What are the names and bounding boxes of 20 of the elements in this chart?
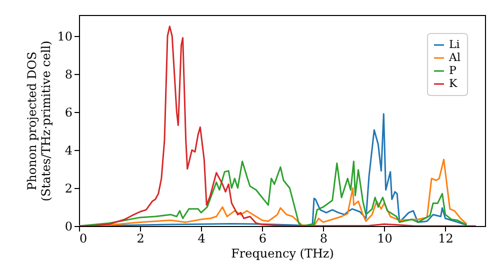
x-tick-label: 6 xyxy=(258,232,266,246)
x-tick-label: 4 xyxy=(198,232,206,246)
legend-label: Al xyxy=(448,51,461,64)
y-tick-label: 8 xyxy=(64,67,72,82)
x-tick-label: 12 xyxy=(438,232,454,246)
line-series xyxy=(79,26,477,226)
x-tick-label: 0 xyxy=(80,232,88,246)
legend-label: P xyxy=(449,64,457,77)
y-tick-label: 4 xyxy=(64,143,73,158)
x-tick-label: 2 xyxy=(136,232,144,246)
x-tick-label: 8 xyxy=(320,232,328,246)
y-tick-label: 6 xyxy=(64,105,72,120)
x-axis-title: Frequency (THz) xyxy=(231,246,334,260)
y-tick-label: 2 xyxy=(64,181,72,196)
legend-label: K xyxy=(449,77,458,90)
x-tick-label: 10 xyxy=(377,232,392,246)
legend-label: Li xyxy=(449,38,460,51)
y-axis-title: Phonon projected DOS (States/THz·primitive cell) xyxy=(25,40,54,202)
y-tick-label: 10 xyxy=(57,29,72,44)
y-tick-label: 0 xyxy=(64,220,72,234)
